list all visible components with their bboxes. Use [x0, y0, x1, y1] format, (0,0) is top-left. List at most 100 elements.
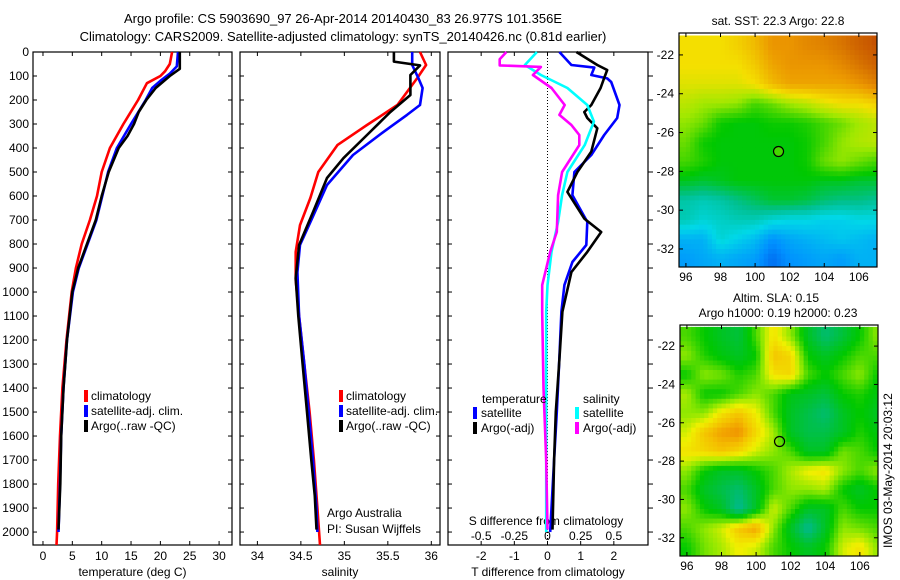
credit-program: Argo Australia — [327, 506, 402, 520]
heatmap-cell — [763, 122, 769, 129]
heatmap-cell — [769, 470, 774, 477]
heatmap-cell — [707, 151, 713, 158]
heatmap-cell — [790, 485, 796, 491]
heatmap-cell — [704, 518, 710, 524]
heatmap-cell — [802, 249, 808, 255]
heatmap-cell — [769, 403, 774, 409]
heatmap-cell — [772, 219, 778, 226]
heatmap-cell — [681, 258, 687, 265]
heatmap-cell — [750, 151, 756, 158]
heatmap-cell — [716, 176, 722, 182]
heatmap-cell — [759, 234, 765, 240]
heatmap-cell — [871, 79, 877, 85]
heatmap-cell — [812, 355, 818, 362]
heatmap-cell — [751, 341, 757, 347]
heatmap-cell — [729, 219, 734, 226]
heatmap-cell — [711, 181, 717, 187]
heatmap-cell — [794, 54, 799, 61]
heatmap-cell — [698, 234, 704, 240]
heatmap-cell — [746, 122, 752, 129]
heatmap-cell — [842, 331, 848, 338]
heatmap-cell — [695, 494, 701, 501]
heatmap-cell — [845, 108, 851, 114]
heatmap-cell — [737, 103, 743, 109]
heatmap-cell — [763, 103, 769, 109]
y-tick-label: 1400 — [2, 381, 29, 395]
heatmap-cell — [829, 470, 835, 477]
heatmap-cell — [707, 64, 713, 71]
heatmap-cell — [863, 195, 869, 202]
heatmap-cell — [794, 190, 799, 197]
heatmap-cell — [828, 137, 834, 143]
heatmap-cell — [704, 408, 710, 414]
heatmap-cell — [825, 394, 831, 400]
heatmap-cell — [867, 35, 873, 41]
heatmap-cell — [760, 523, 766, 529]
heatmap-cell — [802, 205, 808, 211]
heatmap-cell — [859, 422, 865, 429]
heatmap-cell — [708, 465, 714, 472]
heatmap-cell — [712, 336, 718, 342]
heatmap-cell — [812, 437, 818, 443]
heatmap-cell — [855, 504, 861, 510]
heatmap-cell — [747, 461, 753, 467]
heatmap-cell — [881, 55, 886, 61]
heatmap-cell — [824, 229, 830, 236]
heatmap-cell — [738, 504, 744, 510]
heatmap-cell — [829, 547, 835, 553]
heatmap-cell — [681, 118, 687, 124]
heatmap-cell — [815, 113, 821, 119]
heatmap-cell — [773, 475, 779, 481]
heatmap-cell — [694, 249, 700, 255]
heatmap-cell — [733, 122, 739, 129]
heatmap-cell — [881, 123, 886, 129]
heatmap-cell — [717, 374, 723, 381]
heatmap-cell — [694, 35, 700, 41]
series-line-argo-adj- — [551, 50, 609, 530]
heatmap-cell — [782, 394, 787, 400]
heatmap-cell — [755, 166, 760, 172]
heatmap-cell — [863, 127, 869, 134]
heatmap-cell — [794, 35, 799, 41]
heatmap-cell — [738, 513, 744, 520]
heatmap-cell — [724, 185, 730, 192]
heatmap-cell — [690, 127, 696, 134]
heatmap-cell — [824, 59, 830, 66]
heatmap-cell — [737, 84, 743, 90]
heatmap-cell — [782, 403, 787, 409]
heatmap-cell — [824, 108, 830, 114]
heatmap-cell — [824, 234, 830, 240]
heatmap-cell — [820, 336, 826, 342]
heatmap-cell — [819, 210, 825, 216]
heatmap-cell — [690, 156, 696, 163]
heatmap-cell — [838, 365, 844, 371]
heatmap-cell — [782, 374, 787, 381]
heatmap-cell — [837, 69, 843, 75]
heatmap-cell — [841, 74, 847, 80]
heatmap-cell — [777, 552, 783, 556]
x-tick-label: 1 — [577, 549, 584, 563]
heatmap-cell — [829, 370, 835, 376]
heatmap-cell — [707, 166, 713, 172]
heatmap-cell — [790, 432, 796, 438]
heatmap-cell — [759, 229, 765, 236]
heatmap-cell — [842, 350, 848, 357]
heatmap-cell — [730, 456, 735, 462]
heatmap-cell — [846, 384, 852, 390]
heatmap-cell — [680, 379, 684, 385]
heatmap-cell — [698, 210, 704, 216]
heatmap-cell — [808, 408, 813, 414]
heatmap-cell — [867, 239, 873, 245]
heatmap-cell — [867, 181, 873, 187]
heatmap-cell — [838, 384, 844, 390]
heatmap-cell — [842, 432, 848, 438]
heatmap-cell — [686, 499, 692, 505]
heatmap-cell — [743, 523, 748, 529]
heatmap-cell — [855, 418, 861, 424]
heatmap-cell — [789, 59, 795, 66]
heatmap-cell — [756, 475, 761, 481]
heatmap-cell — [711, 234, 717, 240]
heatmap-cell — [842, 370, 848, 376]
heatmap-cell — [790, 350, 796, 357]
heatmap-cell — [743, 403, 748, 409]
